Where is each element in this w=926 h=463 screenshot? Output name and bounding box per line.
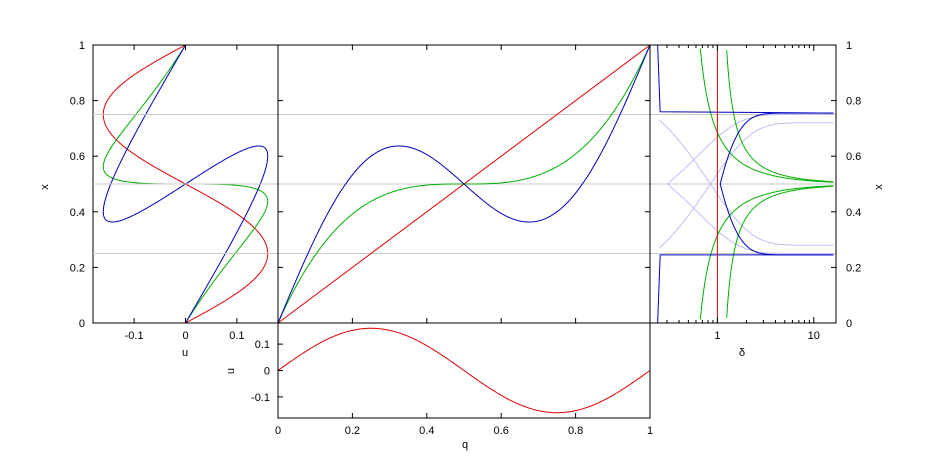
right-xtick-label-1: 10: [808, 330, 820, 342]
bottom-panel-xlabel: q: [462, 439, 468, 451]
right-frame: [649, 44, 837, 324]
left-panel-xlabel: u: [182, 347, 188, 359]
bottom-ytick-label-1: 0: [264, 366, 270, 378]
center-panel: [93, 44, 836, 324]
right-panel-xlabel: δ: [739, 347, 745, 359]
left-xtick-label-1: 0: [182, 330, 188, 342]
center-blue-series: [277, 44, 651, 324]
right-ytick-label-2: 0.4: [846, 207, 861, 219]
right-panel: 0 0.2 0.4 0.6 0.8 1 1 10: [649, 40, 861, 342]
right-xtick-label-0: 1: [714, 330, 720, 342]
right-green-series-upper-2: [726, 50, 834, 183]
left-ytick-label-1: 0.2: [70, 262, 85, 274]
right-ytick-label-4: 0.8: [846, 96, 861, 108]
left-ytick-label-5: 1: [79, 40, 85, 52]
left-ytick-label-4: 0.8: [70, 96, 85, 108]
right-lightblue-series-0: [666, 183, 834, 254]
bottom-panel: 0 0.2 0.4 0.6 0.8 1 0.1 0 -0.1: [251, 322, 653, 437]
right-ytick-label-1: 0.2: [846, 262, 861, 274]
right-ytick-label-0: 0: [846, 318, 852, 330]
right-ytick-label-5: 1: [846, 40, 852, 52]
bottom-xtick-label-1: 0.2: [345, 425, 360, 437]
bottom-xtick-label-0: 0: [275, 425, 281, 437]
right-ytick-label-3: 0.6: [846, 151, 861, 163]
right-blue-series-d: [719, 183, 834, 256]
left-ytick-label-0: 0: [79, 318, 85, 330]
right-lightblue-series-1: [666, 114, 834, 185]
left-ytick-label-2: 0.4: [70, 207, 85, 219]
left-panel: 0 0.2 0.4 0.6 0.8 1 -0.1 0 0.1: [70, 40, 279, 342]
bottom-xtick-label-5: 1: [647, 425, 653, 437]
right-lightblue2-series-1: [659, 122, 834, 249]
left-xtick-label-2: 0.1: [229, 330, 244, 342]
right-blue-series-c: [719, 112, 834, 185]
right-blue-series-b: [657, 254, 834, 324]
bottom-xtick-label-4: 0.8: [568, 425, 583, 437]
right-green-series-lower: [699, 185, 834, 320]
bottom-xtick-label-3: 0.6: [494, 425, 509, 437]
left-xtick-label-0: -0.1: [125, 330, 144, 342]
right-blue-series-a: [657, 44, 834, 114]
bottom-xtick-label-2: 0.4: [419, 425, 434, 437]
left-panel-ylabel: x: [39, 184, 51, 190]
bottom-ytick-label-0: 0.1: [255, 339, 270, 351]
bottom-ytick-label-2: -0.1: [251, 392, 270, 404]
bottom-panel-ylabel: u: [225, 368, 237, 374]
right-green-series-upper: [699, 48, 834, 183]
right-lightblue2-series-0: [659, 119, 834, 246]
bottom-red-series: [277, 327, 651, 414]
right-green-series-lower-2: [726, 185, 834, 318]
right-panel-ylabel: x: [873, 184, 885, 190]
left-ytick-label-3: 0.6: [70, 151, 85, 163]
